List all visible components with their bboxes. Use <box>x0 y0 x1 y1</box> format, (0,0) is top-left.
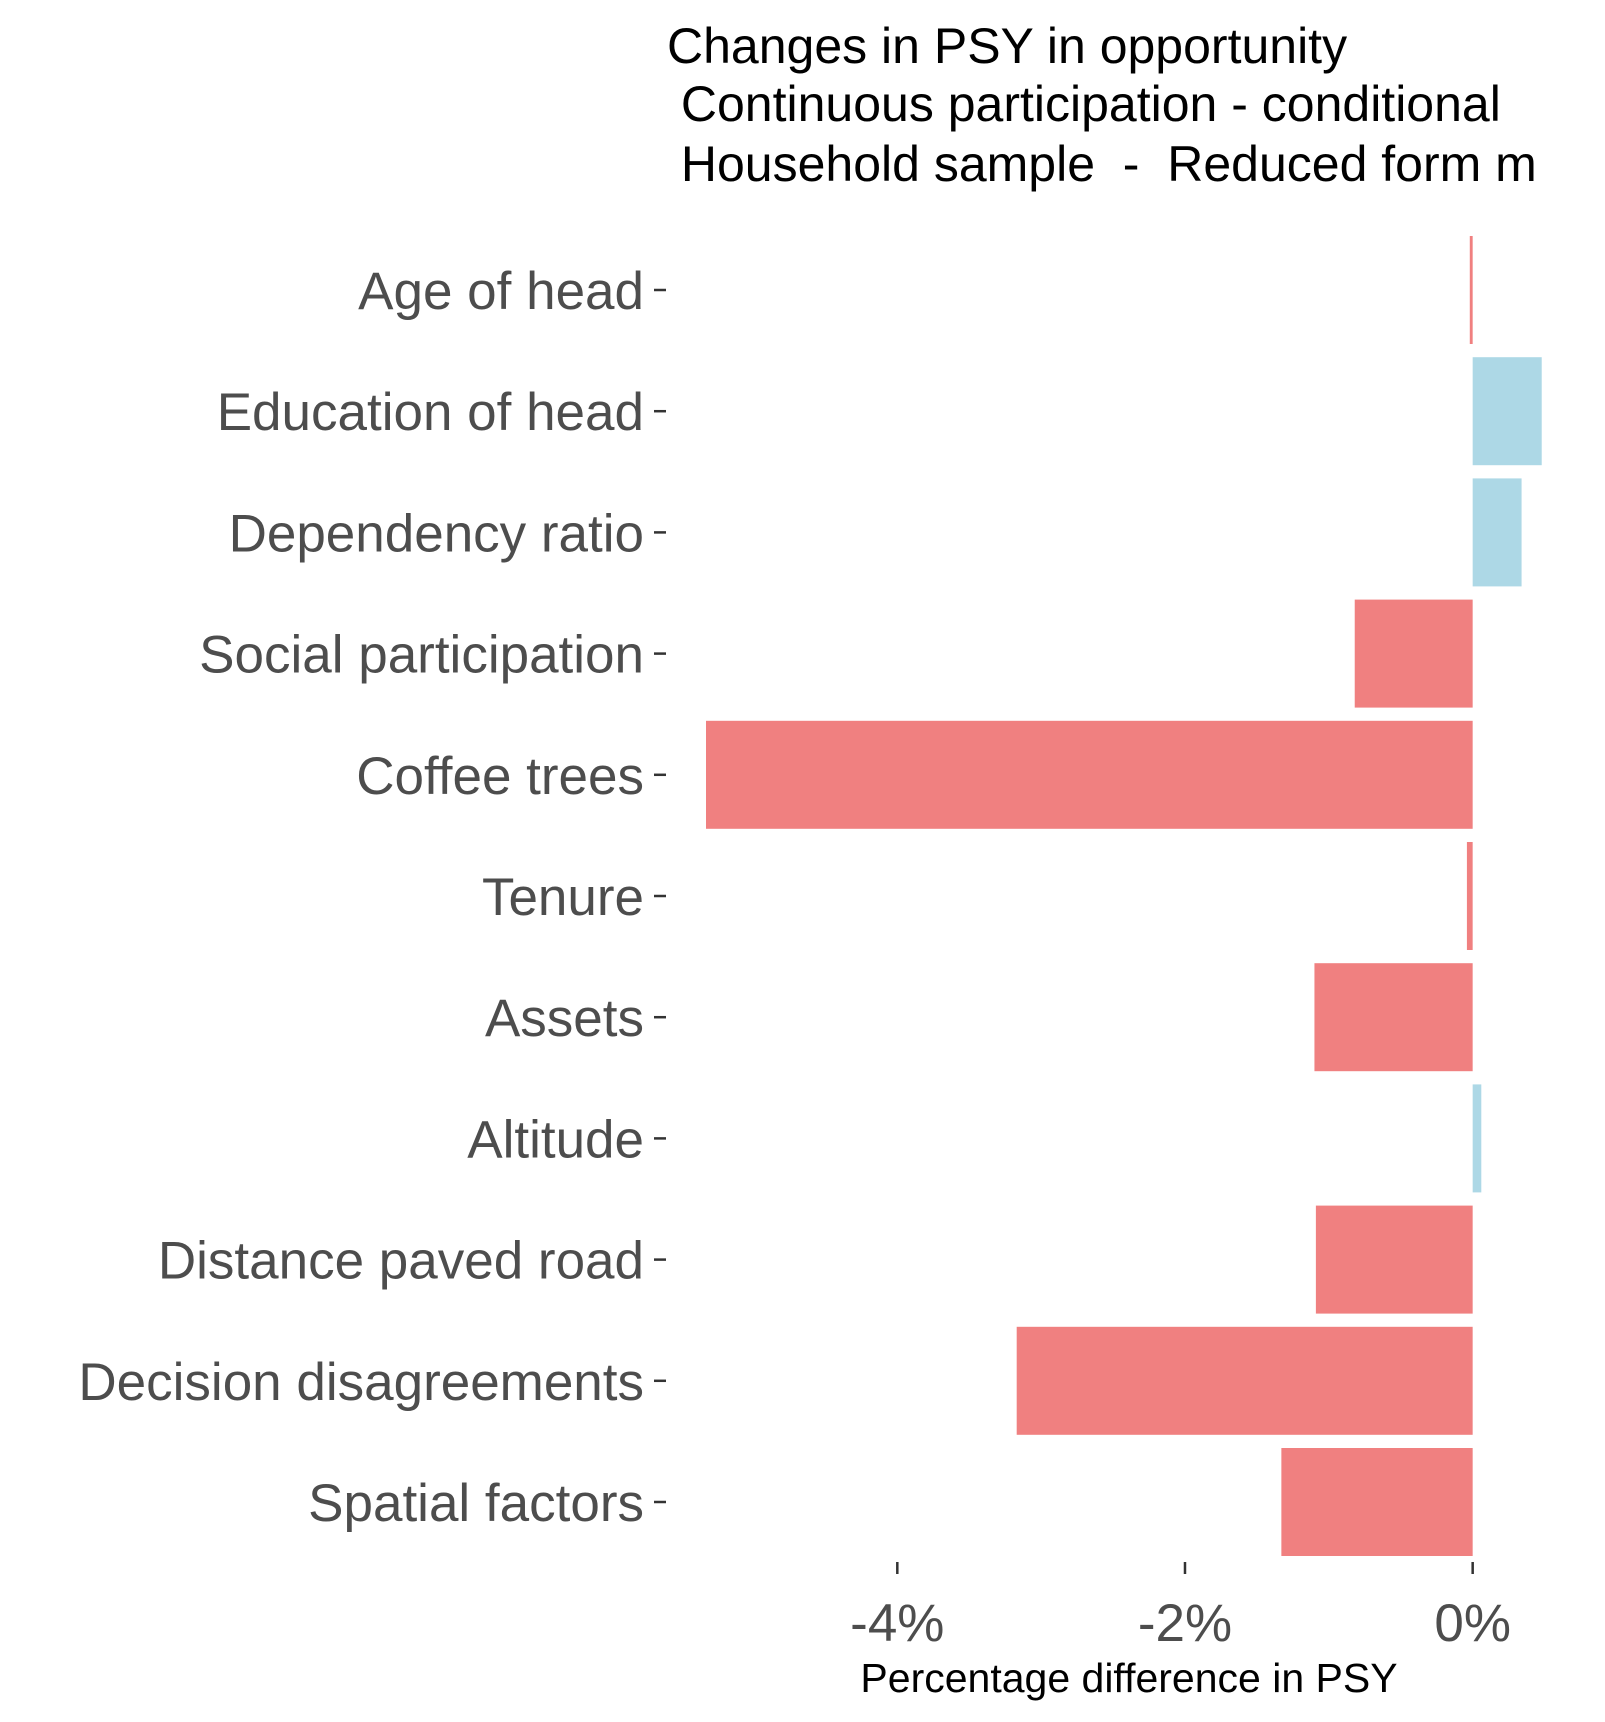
y-tick-label: Dependency ratio <box>229 504 644 563</box>
y-tick-label: Education of head <box>217 383 644 442</box>
x-axis-title: Percentage difference in PSY <box>860 1655 1397 1701</box>
bar <box>1315 1205 1473 1314</box>
y-tick-label: Spatial factors <box>308 1474 644 1533</box>
bar <box>1469 236 1473 344</box>
y-axis-ticks <box>654 288 666 1504</box>
y-tick-label: Age of head <box>358 262 644 321</box>
y-tick-label: Assets <box>485 989 644 1048</box>
bar <box>706 720 1473 829</box>
y-tick-label: Distance paved road <box>158 1232 644 1291</box>
x-tick-label: -4% <box>850 1594 944 1653</box>
chart-subtitle-line-1: Continuous participation - conditional <box>667 76 1501 132</box>
y-tick-label: Altitude <box>467 1110 644 1169</box>
x-tick-label: -2% <box>1138 1594 1232 1653</box>
y-tick-label: Coffee trees <box>356 747 644 806</box>
chart-title-block: Changes in PSY in opportunity Continuous… <box>667 18 1537 192</box>
bar <box>1016 1326 1473 1435</box>
x-axis-ticks <box>896 1562 1474 1574</box>
x-tick-label: 0% <box>1434 1594 1511 1653</box>
chart-subtitle-line-2: Household sample - Reduced form m <box>667 136 1537 192</box>
bar <box>1472 357 1542 466</box>
chart-title: Changes in PSY in opportunity <box>667 18 1347 74</box>
y-tick-label: Social participation <box>199 626 644 685</box>
y-tick-label: Tenure <box>482 868 644 927</box>
bar <box>1466 842 1473 950</box>
bar <box>1472 478 1522 587</box>
y-axis-labels: Age of head Education of head Dependency r… <box>78 262 644 1533</box>
bar <box>1354 599 1473 708</box>
bar <box>1314 963 1473 1072</box>
bar <box>1472 1084 1482 1193</box>
x-axis-labels: -4% -2% 0% <box>850 1594 1511 1653</box>
bar <box>1281 1448 1473 1556</box>
bar-layer <box>706 236 1542 1556</box>
y-tick-label: Decision disagreements <box>78 1353 644 1412</box>
